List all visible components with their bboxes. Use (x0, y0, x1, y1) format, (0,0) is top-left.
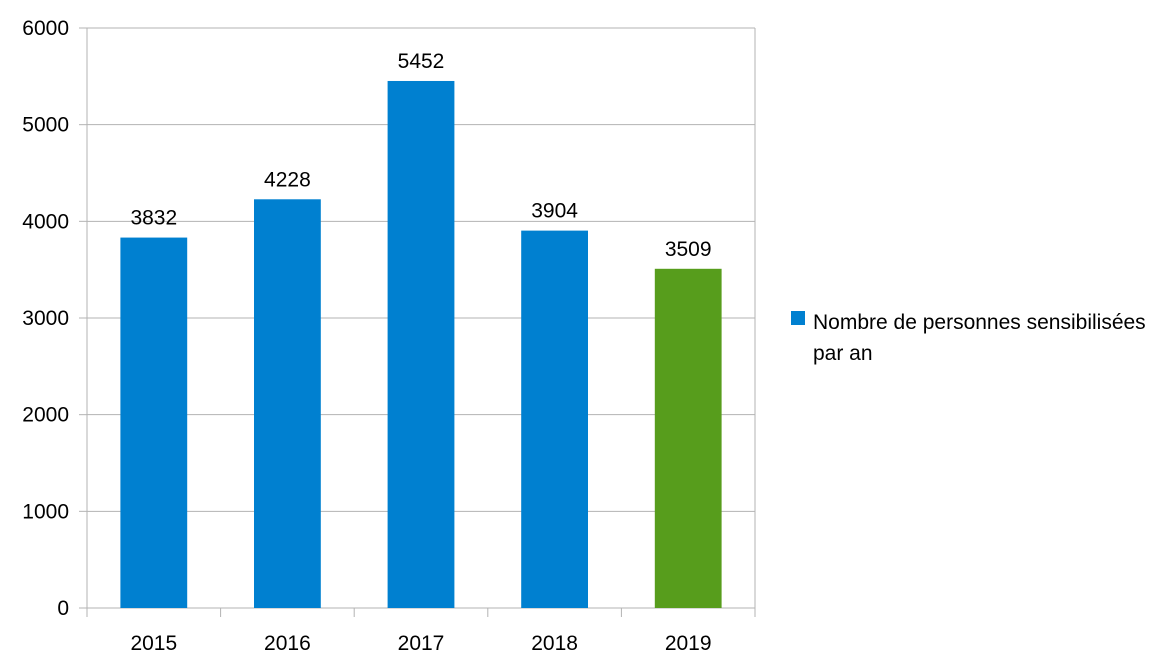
bar (120, 237, 188, 608)
y-tick-label: 6000 (22, 17, 69, 40)
y-tick-label: 3000 (22, 307, 69, 330)
bar (521, 230, 588, 608)
y-tick-label: 0 (57, 597, 69, 620)
x-tick-label: 2017 (398, 632, 445, 653)
data-label: 5452 (398, 50, 445, 73)
y-tick-label: 5000 (22, 114, 69, 137)
bar (254, 199, 321, 608)
data-label: 4228 (264, 168, 311, 191)
x-tick-label: 2016 (264, 632, 311, 653)
y-tick-label: 4000 (22, 210, 69, 233)
legend-swatch (791, 311, 805, 325)
x-tick-label: 2018 (531, 632, 578, 653)
data-label: 3904 (531, 200, 578, 223)
bar (654, 268, 722, 608)
y-tick-label: 2000 (22, 404, 69, 427)
bar (387, 80, 455, 609)
x-tick-label: 2015 (130, 632, 177, 653)
data-label: 3509 (665, 238, 712, 261)
legend-label: Nombre de personnes sensibi­lisées par a… (813, 311, 1146, 365)
data-label: 3832 (130, 207, 177, 230)
x-tick-label: 2019 (665, 632, 712, 653)
y-tick-label: 1000 (22, 500, 69, 523)
